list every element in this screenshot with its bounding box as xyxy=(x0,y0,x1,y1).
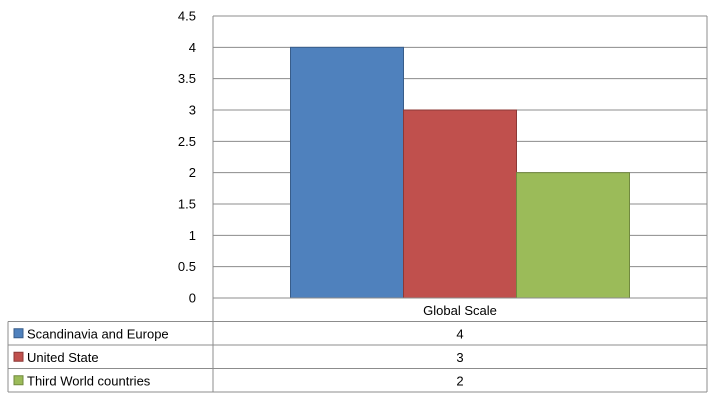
table-value: 3 xyxy=(456,350,463,365)
y-tick-label: 4 xyxy=(189,40,196,55)
y-tick-label: 0.5 xyxy=(178,259,196,274)
category-label: Global Scale xyxy=(423,303,497,318)
y-tick-label: 2.5 xyxy=(178,134,196,149)
y-tick-label: 1 xyxy=(189,228,196,243)
legend-key xyxy=(13,328,24,339)
table-value: 2 xyxy=(456,373,463,388)
bars xyxy=(290,46,630,299)
legend-key xyxy=(13,351,24,362)
legend-label: Third World countries xyxy=(27,373,151,388)
bar xyxy=(403,109,517,299)
table-value: 4 xyxy=(456,326,463,341)
y-tick-label: 2 xyxy=(189,165,196,180)
y-tick-label: 1.5 xyxy=(178,197,196,212)
bar xyxy=(516,172,630,299)
y-tick-label: 0 xyxy=(189,291,196,306)
data-table: Global Scale Scandinavia and Europe 4 Unite… xyxy=(7,297,708,393)
legend-label: Scandinavia and Europe xyxy=(27,326,169,341)
y-axis-ticks: 0 0.5 1 1.5 2 2.5 3 3.5 4 4.5 xyxy=(178,9,196,306)
y-tick-label: 4.5 xyxy=(178,9,196,24)
legend-key xyxy=(13,375,24,386)
y-tick-label: 3 xyxy=(189,103,196,118)
bar xyxy=(290,46,404,299)
y-tick-label: 3.5 xyxy=(178,71,196,86)
legend-label: United State xyxy=(27,350,99,365)
